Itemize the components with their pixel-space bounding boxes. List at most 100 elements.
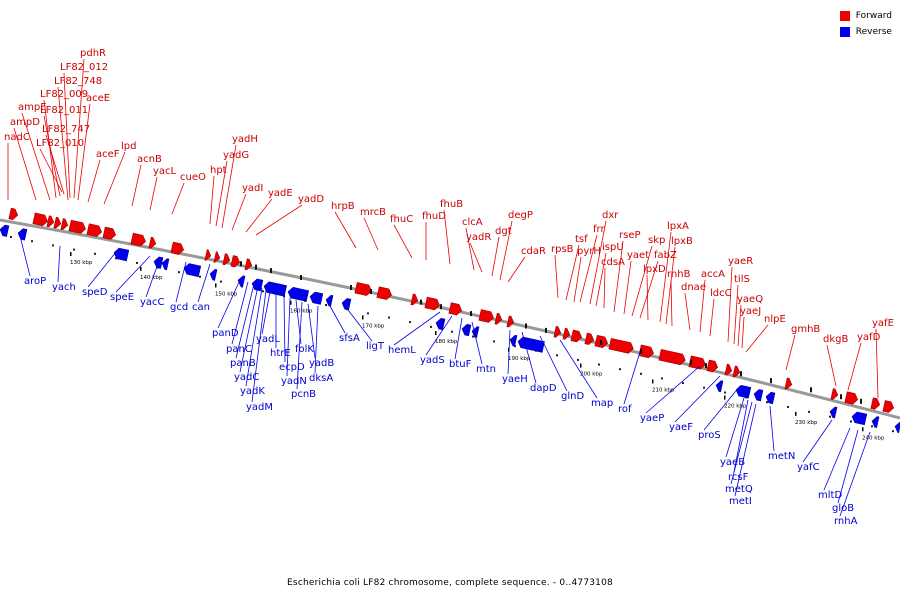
reverse-gene-label[interactable]: gcd [170, 302, 188, 313]
forward-gene-label[interactable]: LF82_747 [42, 124, 90, 135]
reverse-gene-label[interactable]: gloB [832, 503, 854, 514]
forward-gene-glyph[interactable] [46, 215, 55, 228]
forward-gene-label[interactable]: fhuC [390, 214, 413, 225]
forward-gene-label[interactable]: ispU [602, 242, 624, 253]
reverse-gene-label[interactable]: speD [82, 287, 108, 298]
reverse-gene-label[interactable]: mltD [818, 490, 842, 501]
forward-gene-glyph[interactable] [844, 391, 859, 405]
forward-gene-label[interactable]: yafD [857, 332, 881, 343]
reverse-gene-glyph[interactable] [871, 416, 880, 429]
forward-gene-label[interactable]: LF82_748 [54, 76, 102, 87]
reverse-gene-label[interactable]: dksA [309, 373, 333, 384]
forward-gene-label[interactable]: frr [593, 224, 605, 235]
reverse-gene-glyph[interactable] [287, 286, 310, 302]
forward-gene-label[interactable]: yadG [223, 150, 249, 161]
forward-gene-label[interactable]: degP [508, 210, 533, 221]
forward-gene-label[interactable]: yadH [232, 134, 258, 145]
forward-gene-label[interactable]: rpsB [551, 244, 574, 255]
forward-gene-label[interactable]: hpt [210, 165, 227, 176]
forward-gene-label[interactable]: yaeJ [740, 306, 761, 317]
reverse-gene-glyph[interactable] [894, 421, 900, 434]
reverse-gene-glyph[interactable] [851, 411, 868, 426]
forward-gene-label[interactable]: lpxD [643, 264, 666, 275]
forward-gene-glyph[interactable] [230, 255, 241, 268]
forward-gene-glyph[interactable] [706, 359, 719, 373]
forward-gene-label[interactable]: rnhB [667, 269, 691, 280]
reverse-gene-label[interactable]: yadC [234, 372, 259, 383]
reverse-gene-label[interactable]: dapD [530, 383, 557, 394]
forward-gene-glyph[interactable] [562, 327, 571, 340]
reverse-gene-label[interactable]: yadS [420, 355, 445, 366]
forward-gene-label[interactable]: fhuD [422, 211, 446, 222]
reverse-gene-label[interactable]: panD [212, 328, 239, 339]
forward-gene-glyph[interactable] [732, 365, 741, 378]
forward-gene-glyph[interactable] [448, 302, 463, 316]
forward-gene-label[interactable]: pdhR [80, 48, 106, 59]
forward-gene-glyph[interactable] [584, 332, 595, 345]
forward-gene-label[interactable]: cueO [180, 172, 206, 183]
forward-gene-label[interactable]: fhuB [440, 199, 463, 210]
forward-gene-glyph[interactable] [830, 388, 839, 400]
reverse-gene-label[interactable]: yafC [797, 462, 820, 473]
forward-gene-glyph[interactable] [410, 293, 419, 306]
forward-gene-glyph[interactable] [60, 218, 69, 231]
forward-gene-glyph[interactable] [784, 377, 793, 390]
reverse-gene-glyph[interactable] [325, 294, 334, 307]
forward-gene-glyph[interactable] [86, 223, 103, 238]
reverse-gene-label[interactable]: rof [618, 404, 632, 415]
reverse-gene-label[interactable]: rnhA [834, 516, 858, 527]
reverse-gene-glyph[interactable] [753, 389, 764, 402]
forward-gene-glyph[interactable] [222, 253, 231, 266]
forward-gene-label[interactable]: tsf [575, 234, 588, 245]
reverse-gene-glyph[interactable] [461, 323, 472, 337]
reverse-gene-label[interactable]: folK [295, 344, 314, 355]
forward-gene-label[interactable]: dkgB [823, 334, 848, 345]
reverse-gene-label[interactable]: yaeB [720, 457, 745, 468]
forward-gene-label[interactable]: rseP [619, 230, 641, 241]
reverse-gene-label[interactable]: panB [230, 358, 256, 369]
forward-gene-label[interactable]: fabZ [654, 250, 677, 261]
forward-gene-label[interactable]: gmhB [791, 324, 820, 335]
forward-gene-glyph[interactable] [354, 282, 373, 296]
reverse-gene-label[interactable]: speE [110, 292, 134, 303]
reverse-gene-glyph[interactable] [309, 291, 324, 305]
forward-gene-glyph[interactable] [32, 212, 49, 227]
forward-gene-glyph[interactable] [148, 236, 157, 249]
forward-gene-label[interactable]: LF82_010 [36, 138, 84, 149]
forward-gene-label[interactable]: LF82_009 [40, 89, 88, 100]
forward-gene-glyph[interactable] [130, 232, 147, 247]
reverse-gene-label[interactable]: yadL [256, 334, 280, 345]
forward-gene-label[interactable]: dgt [495, 226, 512, 237]
forward-gene-glyph[interactable] [570, 329, 583, 343]
reverse-gene-glyph[interactable] [251, 278, 264, 292]
reverse-gene-label[interactable]: ligT [366, 341, 385, 352]
reverse-gene-glyph[interactable] [517, 336, 545, 353]
reverse-gene-label[interactable]: yaeF [669, 422, 693, 433]
reverse-gene-label[interactable]: yadM [246, 402, 273, 413]
reverse-gene-glyph[interactable] [161, 258, 170, 271]
reverse-gene-glyph[interactable] [765, 391, 776, 405]
forward-gene-label[interactable]: yadD [298, 194, 324, 205]
forward-gene-glyph[interactable] [424, 296, 441, 311]
forward-gene-label[interactable]: cdsA [601, 257, 625, 268]
forward-gene-label[interactable]: lpxA [667, 221, 689, 232]
forward-gene-label[interactable]: dxr [602, 210, 619, 221]
reverse-gene-label[interactable]: glnD [561, 391, 584, 402]
reverse-gene-label[interactable]: yach [52, 282, 76, 293]
forward-gene-label[interactable]: skp [648, 235, 665, 246]
reverse-gene-label[interactable]: sfsA [339, 333, 360, 344]
reverse-gene-label[interactable]: yadK [240, 386, 265, 397]
forward-gene-glyph[interactable] [608, 338, 635, 354]
reverse-gene-glyph[interactable] [829, 406, 838, 419]
forward-gene-glyph[interactable] [8, 207, 19, 221]
forward-gene-glyph[interactable] [658, 349, 687, 366]
reverse-gene-glyph[interactable] [153, 256, 164, 269]
reverse-gene-glyph[interactable] [17, 228, 28, 241]
forward-gene-label[interactable]: yaet [627, 250, 649, 261]
forward-gene-label[interactable]: ldcC [710, 288, 732, 299]
forward-gene-label[interactable]: yafE [872, 318, 894, 329]
forward-gene-glyph[interactable] [494, 312, 503, 325]
forward-gene-glyph[interactable] [244, 258, 253, 271]
forward-gene-label[interactable]: tilS [734, 274, 750, 285]
reverse-gene-label[interactable]: mtn [476, 364, 496, 375]
